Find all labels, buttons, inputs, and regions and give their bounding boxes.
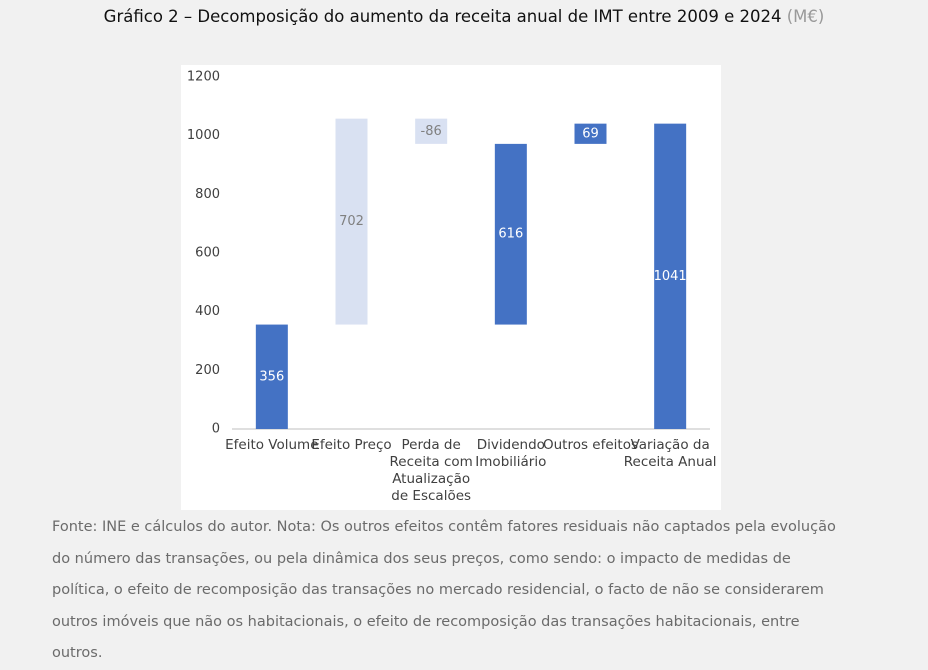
bar (255, 324, 288, 429)
bar (415, 118, 448, 144)
chart-box (181, 65, 721, 510)
title-row: Gráfico 2 – Decomposição do aumento da r… (0, 7, 928, 26)
bar (335, 118, 368, 325)
x-tick-label: Outros efeitos (542, 437, 638, 453)
y-tick-label: 200 (195, 363, 220, 378)
value-label: -86 (421, 124, 442, 139)
y-tick-label: 1000 (187, 128, 220, 143)
unit: (M€) (786, 7, 825, 26)
x-tick-label: Perda de Receita com Atualização de Esca… (389, 437, 473, 504)
value-label: 1041 (654, 269, 687, 284)
y-tick-label: 1200 (187, 70, 220, 85)
x-tick-label: Dividendo Imobiliário (475, 437, 547, 470)
x-tick-label: Efeito Preço (311, 437, 392, 453)
bar (654, 123, 687, 429)
bar (574, 123, 607, 144)
x-tick-label: Efeito Volume (225, 437, 319, 453)
y-tick-label: 600 (195, 246, 220, 261)
value-label: 69 (582, 126, 599, 141)
value-label: 356 (259, 369, 284, 384)
y-tick-label: 400 (195, 304, 220, 319)
y-tick-label: 0 (212, 422, 220, 437)
value-label: 702 (339, 214, 364, 229)
y-tick-label: 800 (195, 187, 220, 202)
value-label: 616 (498, 227, 523, 242)
x-tick-label: Variação da Receita Anual (623, 437, 717, 470)
chart-title: Gráfico 2 – Decomposição do aumento da r… (103, 7, 782, 26)
bar (494, 143, 527, 325)
footnote: Fonte: INE e cálculos do autor. Nota: Os… (52, 519, 836, 661)
